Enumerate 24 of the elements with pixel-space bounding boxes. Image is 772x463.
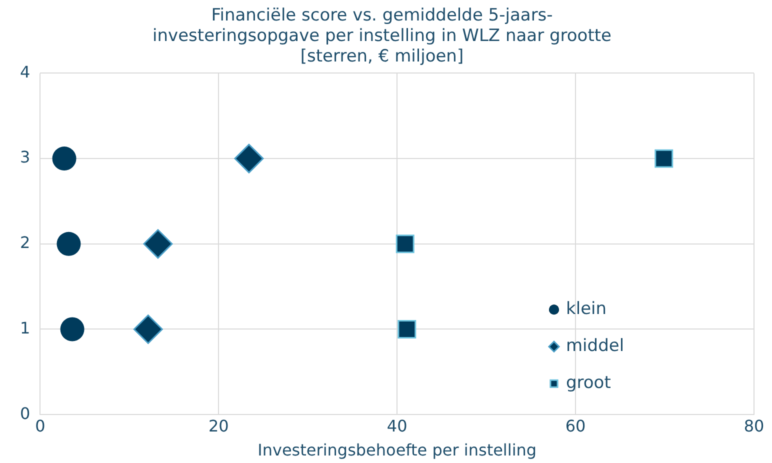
legend-label: middel [566, 336, 624, 356]
x-tick-label: 0 [35, 416, 46, 436]
y-tick-label: 1 [20, 318, 30, 338]
y-tick-label: 0 [20, 404, 30, 423]
x-tick-label: 20 [208, 416, 229, 436]
x-tick-label: 80 [744, 416, 764, 436]
point [56, 232, 81, 256]
point [52, 146, 76, 171]
y-tick-label: 4 [20, 62, 30, 82]
point [60, 317, 84, 342]
point [654, 149, 674, 168]
point [143, 229, 173, 259]
point [234, 144, 264, 174]
point [398, 320, 416, 338]
x-tick-label: 40 [386, 416, 408, 436]
chart-title: Financiële score vs. gemiddelde 5-jaars- investeringsopgave per instelling in WLZ naar grootte [sterren, € miljoen] [152, 6, 612, 66]
legend-label: klein [566, 299, 607, 320]
y-tick-label: 3 [20, 148, 30, 167]
point [396, 234, 414, 254]
x-axis-title: Investeringsbehoefte per instelling [258, 440, 537, 460]
legend-label: groot [566, 373, 612, 394]
y-tick-label: 2 [20, 233, 30, 252]
x-tick-label: 60 [565, 416, 586, 436]
point [133, 314, 163, 344]
